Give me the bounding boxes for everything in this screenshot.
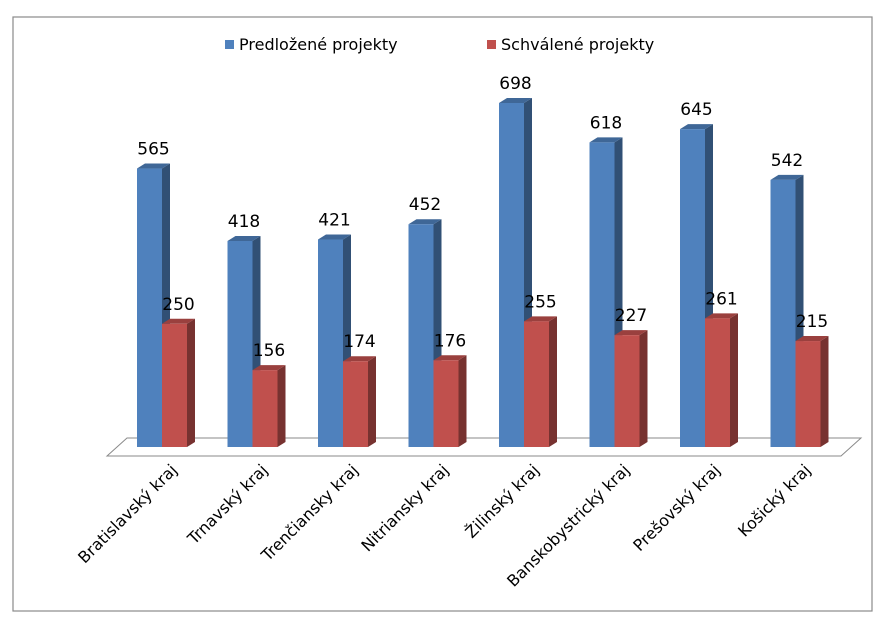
legend-swatch <box>487 40 496 49</box>
data-label: 227 <box>615 306 647 326</box>
bar <box>795 336 829 447</box>
bar-side <box>820 336 829 447</box>
bar <box>614 330 648 447</box>
bar-front <box>408 224 434 447</box>
bar-front <box>499 103 524 447</box>
bar-side <box>277 365 286 447</box>
bar <box>589 137 623 447</box>
chart-floor <box>105 437 863 457</box>
bar <box>162 318 195 447</box>
data-label: 645 <box>680 100 712 120</box>
data-label: 174 <box>343 332 375 352</box>
bars <box>137 98 829 448</box>
data-label: 618 <box>590 113 622 133</box>
legend-label: Schválené projekty <box>501 35 654 54</box>
bar-front <box>137 168 162 447</box>
bar-front <box>680 129 705 447</box>
bar-top <box>433 355 467 361</box>
data-label: 421 <box>318 211 350 231</box>
data-label: 255 <box>524 292 556 312</box>
bar-top <box>795 336 829 342</box>
data-label: 156 <box>253 341 285 361</box>
bar-top <box>770 174 804 180</box>
bar-top <box>614 330 648 336</box>
bar-top <box>252 365 286 371</box>
bar-front <box>227 240 253 447</box>
bar-front <box>343 361 368 447</box>
data-label: 261 <box>705 289 737 309</box>
data-label: 215 <box>796 312 828 332</box>
bar-side <box>549 316 557 447</box>
bar-top <box>343 356 376 362</box>
bar <box>433 355 467 447</box>
bar-top <box>499 98 532 103</box>
data-labels: 565 250 418 156 421 174 452 176 698 255 618 227 645 2… <box>137 74 828 361</box>
bar <box>705 313 738 447</box>
bar-front <box>318 239 343 447</box>
bar-top <box>524 316 557 322</box>
legend-swatch <box>225 40 234 49</box>
data-label: 418 <box>228 212 260 232</box>
bar-front <box>589 142 615 447</box>
bar-top <box>162 318 195 324</box>
bar-front <box>162 323 187 447</box>
bar-front <box>524 321 549 447</box>
bar <box>408 219 442 447</box>
data-label: 565 <box>137 140 169 160</box>
data-label: 250 <box>162 295 194 315</box>
bar <box>524 316 557 447</box>
bar-top <box>318 234 351 240</box>
bar-front <box>433 360 459 447</box>
bar-side <box>458 355 467 447</box>
legend: Predložené projekty Schválené projekty <box>225 35 654 54</box>
bar-side <box>368 356 376 447</box>
data-label: 542 <box>771 151 803 171</box>
bar-side <box>730 313 738 447</box>
bar <box>343 356 376 447</box>
bar-top <box>680 124 713 130</box>
bar-front <box>770 179 796 448</box>
bar-front <box>252 370 278 447</box>
bar <box>252 365 286 447</box>
bar-front <box>705 318 730 447</box>
bar-side <box>639 330 648 447</box>
bar-front <box>795 341 821 447</box>
bar-top <box>137 163 170 169</box>
data-label: 176 <box>434 331 466 351</box>
data-label: 698 <box>499 74 531 94</box>
bar-top <box>589 137 623 143</box>
bar-side <box>187 318 195 447</box>
legend-label: Predložené projekty <box>239 35 398 54</box>
bar-top <box>705 313 738 319</box>
bar-front <box>614 335 640 447</box>
bar-top <box>408 219 442 225</box>
data-label: 452 <box>409 195 441 215</box>
bar-top <box>227 235 261 241</box>
floor-plane <box>105 437 863 457</box>
